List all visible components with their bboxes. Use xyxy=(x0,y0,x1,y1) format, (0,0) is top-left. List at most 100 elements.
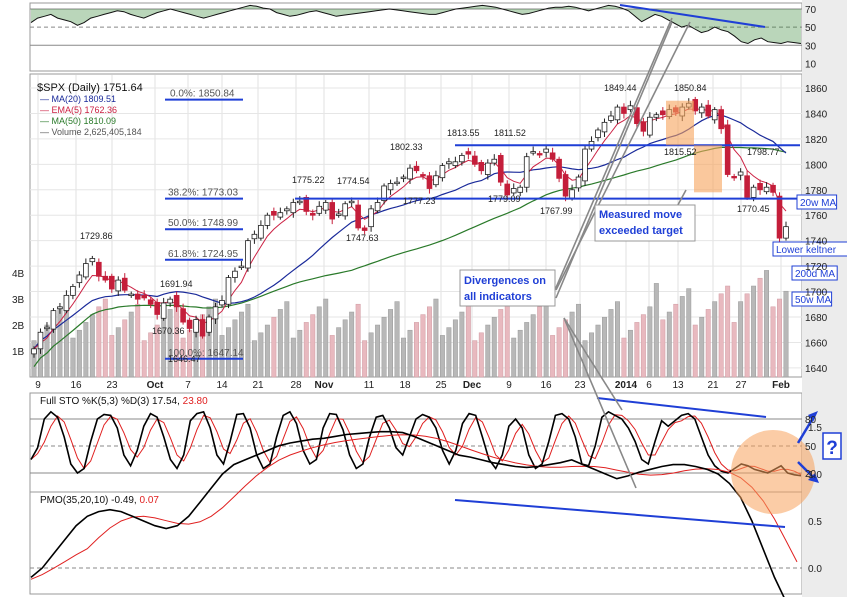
volume-bar xyxy=(414,322,419,378)
volume-bar xyxy=(673,303,679,378)
price-value-label: 1811.52 xyxy=(494,128,526,138)
volume-bar xyxy=(764,270,770,378)
price-value-label: 1767.99 xyxy=(540,206,573,216)
candle-body xyxy=(368,208,374,228)
candle-body xyxy=(387,183,394,191)
x-tick-label: Feb xyxy=(772,380,790,391)
candle-body xyxy=(433,175,439,186)
measured-move-box xyxy=(594,204,696,242)
candle-body xyxy=(497,155,504,183)
candle-body xyxy=(556,158,562,179)
candle-body xyxy=(472,155,478,165)
candle-body xyxy=(523,156,530,188)
candle-body xyxy=(348,200,355,204)
candle-body xyxy=(355,204,361,229)
volume-bar xyxy=(238,311,244,378)
candle-body xyxy=(698,106,705,114)
x-tick-label: 21 xyxy=(707,380,719,391)
volume-bar xyxy=(70,337,76,378)
candle-body xyxy=(711,109,718,121)
pointer-line xyxy=(563,317,623,411)
volume-bar xyxy=(115,327,121,378)
fib-label: 0.0%: 1850.84 xyxy=(170,89,235,100)
volume-bar xyxy=(524,322,530,378)
volume-bar xyxy=(109,335,115,378)
pmo-tick-label: 1.0 xyxy=(808,470,822,481)
candle-body xyxy=(536,153,543,156)
candle-body xyxy=(562,174,569,197)
x-tick-label: 16 xyxy=(540,380,552,391)
volume-bar xyxy=(245,303,251,378)
candle-body xyxy=(510,188,517,194)
x-tick-label: 28 xyxy=(290,380,302,391)
price-value-label: 1646.47 xyxy=(168,354,201,364)
candle-body xyxy=(595,129,601,139)
candle-body xyxy=(543,148,549,153)
volume-bar xyxy=(258,332,264,378)
candle-body xyxy=(776,195,783,239)
volume-tick-label: 3B xyxy=(12,295,25,306)
rsi-divergence-line xyxy=(619,4,766,28)
x-tick-label: 2014 xyxy=(615,380,638,391)
price-tick-label: 1860 xyxy=(805,84,828,95)
candle-body xyxy=(219,300,225,306)
volume-bars xyxy=(31,270,789,378)
volume-bar xyxy=(621,337,627,378)
x-tick-label: 27 xyxy=(735,380,747,391)
price-tick-label: 1820 xyxy=(805,135,828,146)
volume-bar xyxy=(206,306,212,378)
price-value-label: 1691.94 xyxy=(160,279,193,289)
volume-tick-label: 2B xyxy=(12,321,25,332)
candle-body xyxy=(647,116,653,136)
price-value-label: 1813.55 xyxy=(447,128,480,138)
volume-tick-label: 4B xyxy=(12,269,25,280)
rsi-overbought-fill xyxy=(31,5,801,44)
volume-bar xyxy=(550,335,556,378)
candle-body xyxy=(653,114,660,118)
divergence-text: Divergences on xyxy=(464,275,546,287)
candle-body xyxy=(251,233,258,240)
price-tick-label: 1760 xyxy=(805,211,828,222)
legend-entry: — MA(20) 1809.51 xyxy=(40,94,116,104)
volume-bar xyxy=(485,324,491,378)
candle-body xyxy=(329,202,336,220)
volume-bar xyxy=(614,301,620,378)
x-tick-label: 16 xyxy=(70,380,82,391)
volume-bar xyxy=(543,298,549,378)
sto-tick-label: 50 xyxy=(805,442,817,453)
x-tick-label: 9 xyxy=(35,380,41,391)
divergence-text: all indicators xyxy=(464,291,532,303)
sto-tick-label: 80 xyxy=(805,415,817,426)
volume-bar xyxy=(446,327,452,378)
volume-bar xyxy=(537,306,543,378)
price-value-label: 1747.63 xyxy=(346,233,379,243)
candle-body xyxy=(757,183,763,191)
candle-body xyxy=(420,174,426,177)
candle-body xyxy=(128,293,135,296)
price-value-label: 1802.33 xyxy=(390,142,423,152)
volume-bar xyxy=(426,306,432,378)
volume-bar xyxy=(297,329,303,378)
indicator-areas xyxy=(31,5,801,44)
candle-body xyxy=(225,277,232,305)
price-value-label: 1798.77 xyxy=(747,147,780,157)
candle-body xyxy=(141,294,148,299)
candle-body xyxy=(575,176,582,189)
price-value-label: 1850.84 xyxy=(674,83,707,93)
volume-bar xyxy=(563,319,569,378)
legend-entry: — EMA(5) 1762.36 xyxy=(40,105,117,115)
price-tick-label: 1800 xyxy=(805,160,828,171)
rsi-tick-label: 30 xyxy=(805,41,817,52)
pmo-title: PMO(35,20,10) -0.49, 0.07 xyxy=(40,495,159,506)
volume-bar xyxy=(511,337,517,378)
candle-body xyxy=(245,240,251,269)
candle-body xyxy=(63,294,70,312)
pmo-tick-label: 0.5 xyxy=(808,517,822,528)
sto-highlight-circle xyxy=(731,430,815,514)
candle-body xyxy=(76,274,83,284)
up-arrow-head xyxy=(808,411,818,422)
candle-body xyxy=(186,319,193,329)
candle-body xyxy=(549,152,556,160)
price-tick-label: 1740 xyxy=(805,237,828,248)
volume-bar xyxy=(757,277,763,378)
